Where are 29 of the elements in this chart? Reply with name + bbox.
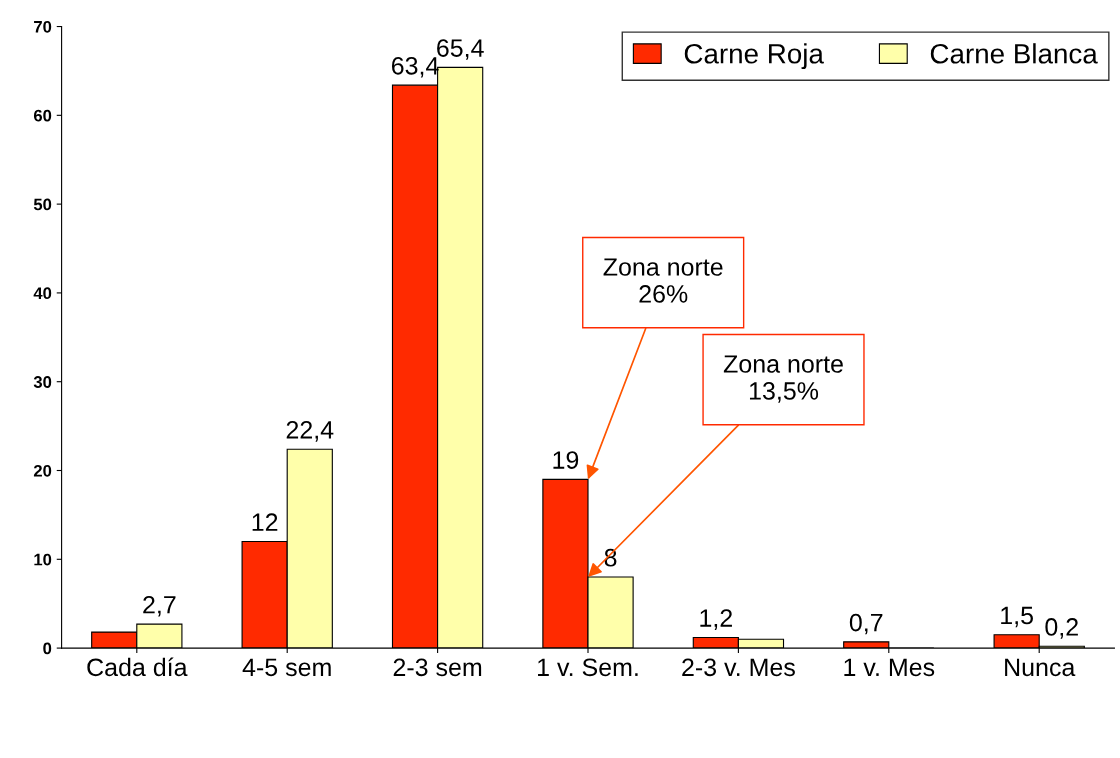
data-label: 63,4 [391, 56, 439, 78]
y-tick-label: 0 [43, 642, 52, 655]
y-tick-label: 20 [33, 464, 52, 477]
annotation: Zona norte 26% [603, 258, 723, 303]
y-tick-label: 40 [33, 287, 52, 300]
y-tick-label: 30 [33, 376, 52, 388]
x-tick-label: Nunca [1005, 658, 1076, 677]
x-tick-label: 1 v. Sem. [538, 658, 638, 677]
data-label: 22,4 [286, 420, 334, 442]
x-tick-label: 2-3 v. Mes [682, 658, 795, 677]
y-tick-label: 10 [34, 553, 52, 566]
data-label: 2,7 [143, 595, 176, 617]
annotation: Zona norte 13,5% [723, 355, 843, 403]
y-tick-label: 60 [33, 109, 52, 122]
legend-label: Carne Roja [684, 43, 824, 70]
x-tick-label: 2-3 sem [393, 658, 482, 677]
x-tick-label: 4-5 sem [242, 658, 331, 677]
data-label: 1,5 [1001, 606, 1033, 628]
x-tick-label: 1 v. Mes [844, 658, 935, 677]
y-tick-label: 70 [34, 20, 52, 33]
x-tick-label: Cada día [87, 657, 188, 677]
data-label: 19 [553, 451, 579, 469]
data-label: 12 [252, 513, 278, 531]
data-label: 65,4 [437, 39, 484, 60]
y-tick-label: 50 [33, 198, 52, 211]
data-label: 0,2 [1045, 618, 1078, 639]
legend-label: Carne Blanca [930, 43, 1098, 64]
data-label: 0,7 [849, 613, 883, 635]
data-label: 1,2 [700, 609, 732, 630]
